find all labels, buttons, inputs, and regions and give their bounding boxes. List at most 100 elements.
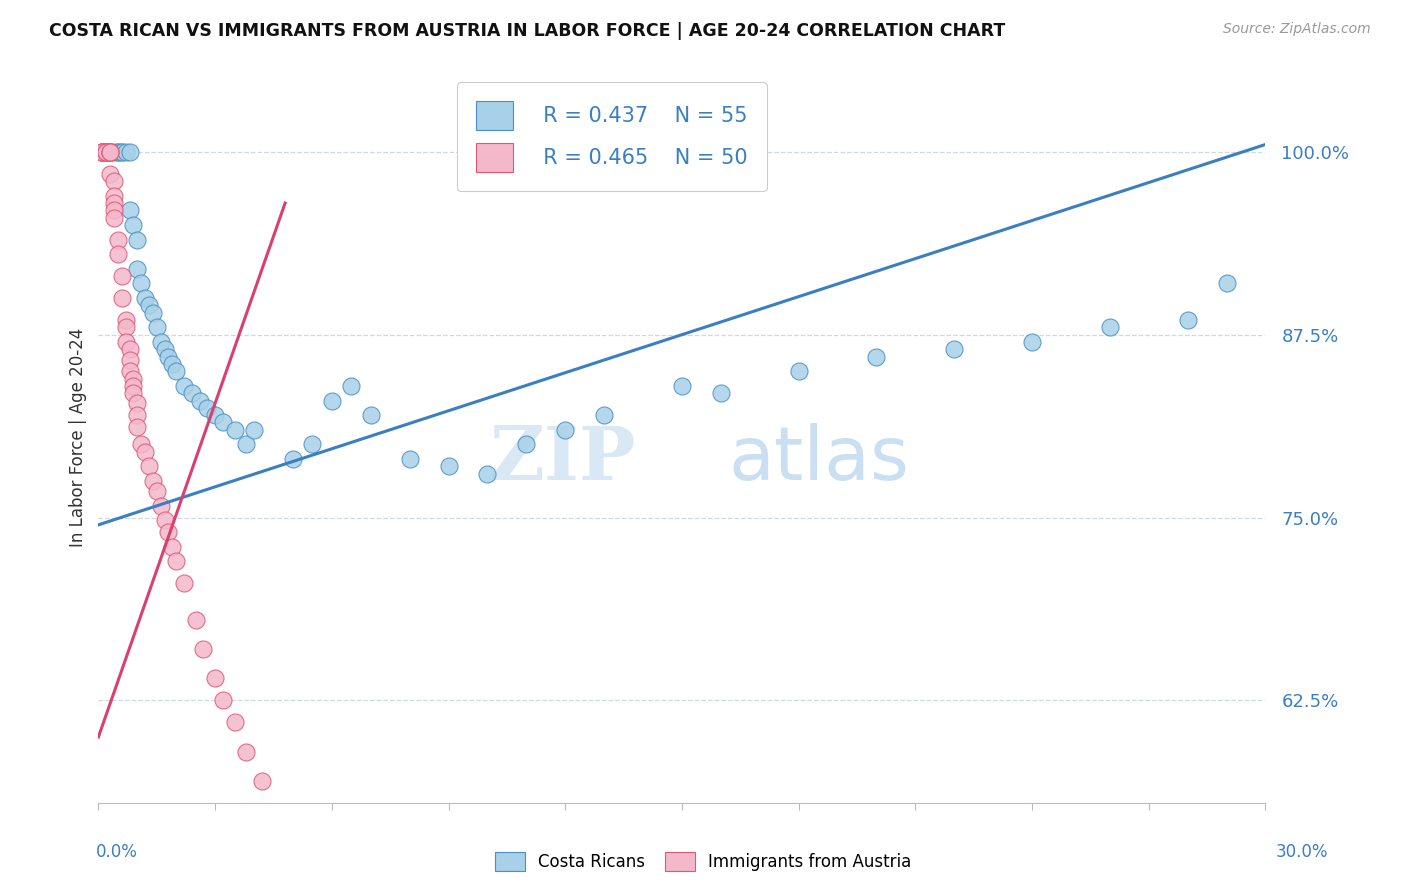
- Point: [593, 408, 616, 422]
- Point: [301, 437, 323, 451]
- Point: [235, 745, 257, 759]
- Point: [96, 145, 118, 159]
- Point: [127, 408, 149, 422]
- Point: [146, 484, 169, 499]
- Point: [96, 145, 118, 159]
- Text: COSTA RICAN VS IMMIGRANTS FROM AUSTRIA IN LABOR FORCE | AGE 20-24 CORRELATION CH: COSTA RICAN VS IMMIGRANTS FROM AUSTRIA I…: [49, 22, 1005, 40]
- Point: [321, 393, 343, 408]
- Point: [118, 343, 141, 357]
- Point: [127, 396, 149, 410]
- Point: [129, 437, 152, 451]
- Point: [162, 357, 184, 371]
- Point: [554, 423, 576, 437]
- Point: [103, 203, 125, 218]
- Point: [107, 247, 129, 261]
- Point: [149, 499, 172, 513]
- Point: [127, 233, 149, 247]
- Point: [281, 452, 304, 467]
- Point: [114, 145, 136, 159]
- Point: [114, 313, 136, 327]
- Point: [360, 408, 382, 422]
- Point: [142, 306, 165, 320]
- Point: [224, 715, 246, 730]
- Point: [204, 408, 226, 422]
- Point: [96, 145, 118, 159]
- Point: [398, 452, 420, 467]
- Point: [122, 379, 145, 393]
- Point: [91, 145, 114, 159]
- Point: [138, 298, 160, 312]
- Point: [107, 233, 129, 247]
- Point: [671, 379, 693, 393]
- Text: 0.0%: 0.0%: [96, 843, 138, 861]
- Point: [180, 386, 202, 401]
- Point: [787, 364, 810, 378]
- Point: [122, 371, 145, 385]
- Point: [96, 145, 118, 159]
- Point: [710, 386, 733, 401]
- Y-axis label: In Labor Force | Age 20-24: In Labor Force | Age 20-24: [69, 327, 87, 547]
- Point: [91, 145, 114, 159]
- Point: [1215, 277, 1237, 291]
- Point: [96, 145, 118, 159]
- Text: Source: ZipAtlas.com: Source: ZipAtlas.com: [1223, 22, 1371, 37]
- Point: [98, 145, 121, 159]
- Point: [134, 291, 156, 305]
- Point: [122, 218, 145, 232]
- Point: [943, 343, 966, 357]
- Point: [193, 642, 215, 657]
- Point: [91, 145, 114, 159]
- Point: [1098, 320, 1121, 334]
- Text: ZIP: ZIP: [489, 423, 636, 496]
- Point: [118, 145, 141, 159]
- Point: [235, 437, 257, 451]
- Point: [98, 145, 121, 159]
- Text: atlas: atlas: [728, 423, 910, 496]
- Point: [114, 320, 136, 334]
- Point: [165, 364, 187, 378]
- Point: [98, 167, 121, 181]
- Point: [142, 474, 165, 488]
- Point: [153, 343, 176, 357]
- Point: [340, 379, 363, 393]
- Point: [212, 416, 235, 430]
- Point: [173, 379, 195, 393]
- Point: [114, 334, 136, 349]
- Point: [98, 145, 121, 159]
- Point: [165, 554, 187, 568]
- Point: [153, 513, 176, 527]
- Point: [146, 320, 169, 334]
- Point: [103, 211, 125, 225]
- Point: [129, 277, 152, 291]
- Point: [111, 145, 134, 159]
- Point: [1177, 313, 1199, 327]
- Point: [107, 145, 129, 159]
- Point: [184, 613, 207, 627]
- Point: [162, 540, 184, 554]
- Point: [437, 459, 460, 474]
- Point: [149, 334, 172, 349]
- Point: [224, 423, 246, 437]
- Point: [103, 196, 125, 211]
- Point: [515, 437, 537, 451]
- Point: [865, 350, 887, 364]
- Point: [98, 145, 121, 159]
- Point: [243, 423, 266, 437]
- Point: [173, 576, 195, 591]
- Point: [98, 145, 121, 159]
- Point: [111, 145, 134, 159]
- Point: [111, 291, 134, 305]
- Point: [212, 693, 235, 707]
- Point: [127, 420, 149, 434]
- Point: [122, 386, 145, 401]
- Point: [1021, 334, 1043, 349]
- Point: [103, 174, 125, 188]
- Legend: Costa Ricans, Immigrants from Austria: Costa Ricans, Immigrants from Austria: [486, 843, 920, 880]
- Point: [195, 401, 218, 415]
- Point: [188, 393, 211, 408]
- Point: [127, 261, 149, 276]
- Point: [111, 269, 134, 284]
- Point: [157, 350, 180, 364]
- Point: [91, 145, 114, 159]
- Point: [107, 145, 129, 159]
